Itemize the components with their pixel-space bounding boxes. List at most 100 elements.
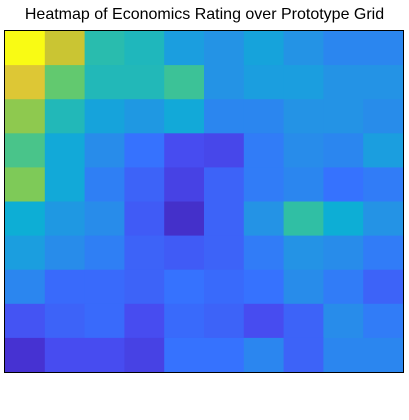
heatmap-cell-r8-c7 — [283, 303, 324, 339]
heatmap-cell-r9-c8 — [323, 337, 364, 373]
heatmap-cell-r2-c8 — [323, 99, 364, 134]
heatmap-cell-r5-c5 — [204, 201, 245, 237]
heatmap-cell-r9-c1 — [44, 337, 86, 373]
heatmap-cell-r1-c7 — [283, 65, 324, 100]
heatmap-cell-r2-c6 — [243, 99, 285, 134]
heatmap-cell-r7-c6 — [243, 269, 285, 305]
heatmap-cell-r0-c3 — [124, 31, 165, 66]
heatmap-cell-r9-c5 — [204, 337, 245, 373]
heatmap-cell-r1-c8 — [323, 65, 364, 100]
heatmap-cell-r5-c8 — [323, 201, 364, 237]
heatmap-cell-r4-c2 — [84, 167, 125, 203]
heatmap-cell-r2-c2 — [84, 99, 125, 134]
heatmap-cell-r1-c6 — [243, 65, 285, 100]
heatmap-cell-r8-c5 — [204, 303, 245, 339]
heatmap-cell-r6-c7 — [283, 235, 324, 271]
heatmap-cell-r7-c3 — [124, 269, 165, 305]
heatmap-cell-r9-c9 — [363, 337, 404, 373]
heatmap-cell-r6-c2 — [84, 235, 125, 271]
heatmap-cell-r4-c1 — [44, 167, 86, 203]
heatmap-cell-r4-c9 — [363, 167, 404, 203]
heatmap-cell-r5-c7 — [283, 201, 324, 237]
heatmap-cell-r1-c9 — [363, 65, 404, 100]
heatmap-cell-r9-c3 — [124, 337, 165, 373]
heatmap-cell-r2-c7 — [283, 99, 324, 134]
heatmap-cell-r1-c3 — [124, 65, 165, 100]
heatmap-cell-r0-c2 — [84, 31, 125, 66]
heatmap-cell-r0-c5 — [204, 31, 245, 66]
heatmap-cell-r2-c1 — [44, 99, 86, 134]
heatmap-cell-r1-c0 — [5, 65, 46, 100]
heatmap-cell-r3-c0 — [5, 133, 46, 168]
heatmap-cell-r6-c6 — [243, 235, 285, 271]
heatmap-cell-r0-c1 — [44, 31, 86, 66]
heatmap-cell-r6-c1 — [44, 235, 86, 271]
heatmap-cell-r4-c8 — [323, 167, 364, 203]
heatmap-cell-r4-c6 — [243, 167, 285, 203]
heatmap-cell-r7-c5 — [204, 269, 245, 305]
heatmap-cell-r4-c5 — [204, 167, 245, 203]
heatmap-cell-r8-c0 — [5, 303, 46, 339]
heatmap-cell-r1-c4 — [164, 65, 205, 100]
heatmap-cell-r4-c3 — [124, 167, 165, 203]
heatmap-cell-r8-c1 — [44, 303, 86, 339]
heatmap-cell-r3-c7 — [283, 133, 324, 168]
heatmap-cell-r6-c3 — [124, 235, 165, 271]
heatmap-cell-r8-c9 — [363, 303, 404, 339]
heatmap-cell-r0-c4 — [164, 31, 205, 66]
heatmap-cell-r9-c7 — [283, 337, 324, 373]
heatmap-cell-r3-c3 — [124, 133, 165, 168]
heatmap-cell-r8-c3 — [124, 303, 165, 339]
heatmap-cell-r2-c0 — [5, 99, 46, 134]
heatmap-cell-r7-c2 — [84, 269, 125, 305]
heatmap-cell-r0-c9 — [363, 31, 404, 66]
heatmap-cell-r7-c9 — [363, 269, 404, 305]
heatmap-cell-r1-c1 — [44, 65, 86, 100]
heatmap-cell-r7-c8 — [323, 269, 364, 305]
heatmap-cell-r5-c3 — [124, 201, 165, 237]
heatmap-cell-r5-c2 — [84, 201, 125, 237]
heatmap-cell-r6-c9 — [363, 235, 404, 271]
heatmap-cell-r2-c4 — [164, 99, 205, 134]
heatmap-cell-r3-c6 — [243, 133, 285, 168]
heatmap-cell-r6-c8 — [323, 235, 364, 271]
heatmap-cell-r4-c7 — [283, 167, 324, 203]
heatmap-cell-r0-c0 — [5, 31, 46, 66]
heatmap-cell-r0-c6 — [243, 31, 285, 66]
heatmap-cell-r7-c1 — [44, 269, 86, 305]
heatmap-cell-r1-c5 — [204, 65, 245, 100]
heatmap-cell-r9-c0 — [5, 337, 46, 373]
heatmap-cell-r8-c2 — [84, 303, 125, 339]
heatmap-cell-r9-c6 — [243, 337, 285, 373]
heatmap-cell-r5-c1 — [44, 201, 86, 237]
heatmap-cell-r2-c3 — [124, 99, 165, 134]
heatmap-cell-r7-c4 — [164, 269, 205, 305]
heatmap-cell-r3-c8 — [323, 133, 364, 168]
heatmap-cell-r0-c8 — [323, 31, 364, 66]
heatmap-cell-r4-c4 — [164, 167, 205, 203]
chart-title: Heatmap of Economics Rating over Prototy… — [24, 6, 385, 23]
heatmap-cell-r3-c2 — [84, 133, 125, 168]
heatmap-cell-r6-c5 — [204, 235, 245, 271]
heatmap-cell-r7-c7 — [283, 269, 324, 305]
plot-frame — [4, 30, 404, 373]
heatmap-cell-r9-c4 — [164, 337, 205, 373]
heatmap-cell-r5-c9 — [363, 201, 404, 237]
heatmap-cell-r5-c4 — [164, 201, 205, 237]
heatmap-cell-r3-c4 — [164, 133, 205, 168]
heatmap-cell-r3-c9 — [363, 133, 404, 168]
heatmap-cell-r9-c2 — [84, 337, 125, 373]
heatmap-cells — [5, 31, 404, 373]
heatmap-cell-r5-c6 — [243, 201, 285, 237]
heatmap-cell-r1-c2 — [84, 65, 125, 100]
heatmap-cell-r3-c1 — [44, 133, 86, 168]
heatmap-cell-r7-c0 — [5, 269, 46, 305]
heatmap-cell-r6-c4 — [164, 235, 205, 271]
heatmap-cell-r5-c0 — [5, 201, 46, 237]
heatmap-cell-r2-c9 — [363, 99, 404, 134]
heatmap-cell-r2-c5 — [204, 99, 245, 134]
heatmap-cell-r6-c0 — [5, 235, 46, 271]
heatmap-cell-r0-c7 — [283, 31, 324, 66]
heatmap-cell-r8-c4 — [164, 303, 205, 339]
